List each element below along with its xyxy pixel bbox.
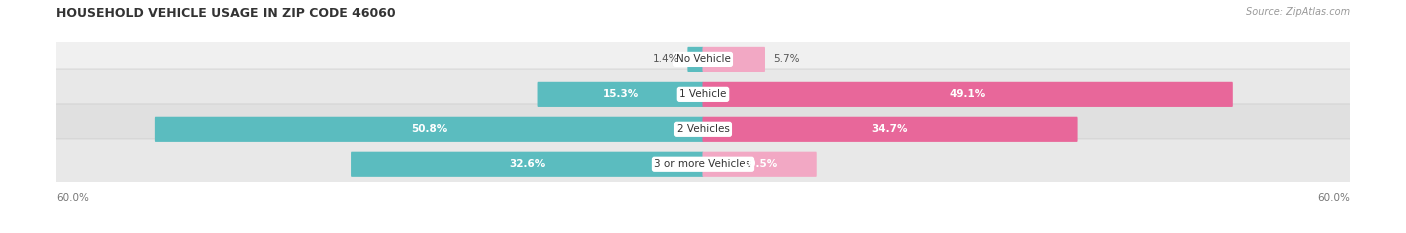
Text: 10.5%: 10.5% bbox=[741, 159, 778, 169]
FancyBboxPatch shape bbox=[352, 152, 703, 177]
Text: 3 or more Vehicles: 3 or more Vehicles bbox=[654, 159, 752, 169]
Text: 32.6%: 32.6% bbox=[509, 159, 546, 169]
Text: No Vehicle: No Vehicle bbox=[675, 55, 731, 64]
FancyBboxPatch shape bbox=[53, 34, 1353, 85]
FancyBboxPatch shape bbox=[53, 139, 1353, 190]
Text: 49.1%: 49.1% bbox=[949, 89, 986, 99]
Text: 50.8%: 50.8% bbox=[411, 124, 447, 134]
FancyBboxPatch shape bbox=[53, 69, 1353, 120]
Text: HOUSEHOLD VEHICLE USAGE IN ZIP CODE 46060: HOUSEHOLD VEHICLE USAGE IN ZIP CODE 4606… bbox=[56, 7, 396, 20]
FancyBboxPatch shape bbox=[703, 47, 765, 72]
FancyBboxPatch shape bbox=[703, 82, 1233, 107]
Text: Source: ZipAtlas.com: Source: ZipAtlas.com bbox=[1246, 7, 1350, 17]
Text: 1 Vehicle: 1 Vehicle bbox=[679, 89, 727, 99]
Text: 60.0%: 60.0% bbox=[1317, 193, 1350, 203]
FancyBboxPatch shape bbox=[155, 117, 703, 142]
FancyBboxPatch shape bbox=[703, 117, 1077, 142]
FancyBboxPatch shape bbox=[537, 82, 703, 107]
FancyBboxPatch shape bbox=[688, 47, 703, 72]
Text: 5.7%: 5.7% bbox=[773, 55, 800, 64]
Text: 1.4%: 1.4% bbox=[652, 55, 679, 64]
Text: 34.7%: 34.7% bbox=[872, 124, 908, 134]
FancyBboxPatch shape bbox=[703, 152, 817, 177]
FancyBboxPatch shape bbox=[53, 104, 1353, 155]
Text: 2 Vehicles: 2 Vehicles bbox=[676, 124, 730, 134]
Text: 60.0%: 60.0% bbox=[56, 193, 89, 203]
Legend: Owner-occupied, Renter-occupied: Owner-occupied, Renter-occupied bbox=[595, 231, 811, 233]
Text: 15.3%: 15.3% bbox=[602, 89, 638, 99]
